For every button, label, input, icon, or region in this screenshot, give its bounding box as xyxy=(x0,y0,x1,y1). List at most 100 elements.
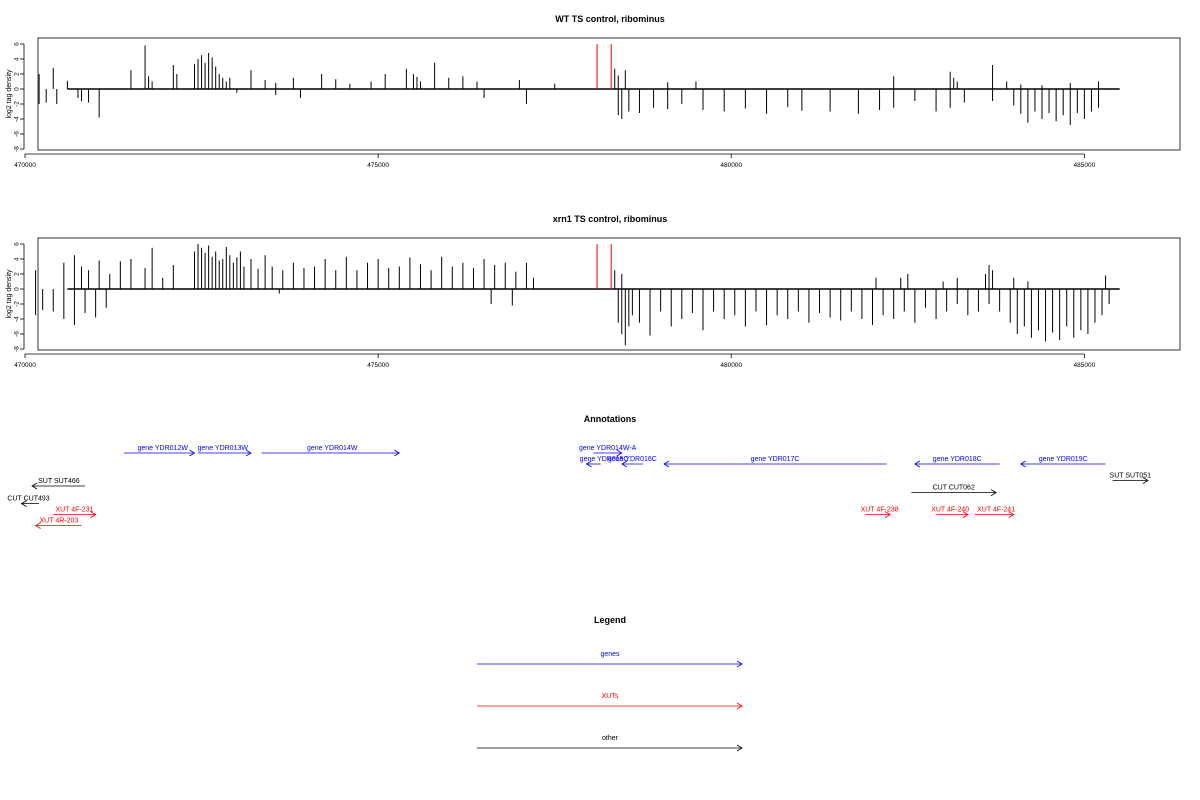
feature-label: SUT SUT466 xyxy=(38,478,80,485)
y-tick-label: -4 xyxy=(14,116,21,122)
xrn1-x-axis: 470000 475000 480000 485000 xyxy=(14,353,1096,369)
feature-arrow-head xyxy=(616,449,623,457)
x-tick-label: 485000 xyxy=(1074,362,1096,369)
legend-title: Legend xyxy=(594,615,626,625)
feature-gene-ydr018c: gene YDR018C xyxy=(914,456,1000,468)
x-tick-label: 480000 xyxy=(720,162,742,169)
xrn1-ylabel: log2 tag density xyxy=(6,269,13,319)
x-tick-label: 485000 xyxy=(1074,162,1096,169)
y-tick-label: 4 xyxy=(14,257,21,261)
feature-arrow-head xyxy=(884,511,891,518)
feature-arrow-head xyxy=(34,522,41,529)
feature-arrow-head xyxy=(585,460,592,468)
feature-arrow-head xyxy=(914,460,921,468)
feature-arrow-head xyxy=(394,449,401,457)
x-tick-label: 470000 xyxy=(14,362,36,369)
feature-gene-ydr017c: gene YDR017C xyxy=(663,456,887,468)
feature-label: gene YDR014W xyxy=(307,445,358,452)
y-tick-label: 4 xyxy=(14,57,21,61)
feature-label: gene YDR015C xyxy=(580,456,629,463)
xrn1-y-axis: -8 -6 -4 -2 0 2 4 6 xyxy=(14,242,25,352)
feature-label: SUT SUT051 xyxy=(1110,473,1152,480)
feature-arrow-head xyxy=(962,511,969,518)
feature-cut-cut062: CUT CUT062 xyxy=(911,485,997,496)
feature-gene-ydr016c: gene YDR016C xyxy=(608,456,657,468)
annotations-title: Annotations xyxy=(584,414,637,424)
feature-arrow-head xyxy=(90,511,97,518)
feature-xut-4f-231: XUT 4F-231 xyxy=(53,507,97,518)
feature-label: gene YDR016C xyxy=(608,456,657,463)
feature-sut-sut466: SUT SUT466 xyxy=(31,478,86,490)
feature-arrow-head xyxy=(663,460,670,468)
feature-gene-ydr015c: gene YDR015C xyxy=(580,456,629,468)
feature-gene-ydr012w: gene YDR012W xyxy=(123,445,196,457)
xrn1-plot-frame xyxy=(37,237,1181,351)
annotation-features: gene YDR012W gene YDR013W gene YDR014W gene… xyxy=(7,445,1151,529)
feature-xut-4f-240: XUT 4F-240 xyxy=(931,507,969,518)
x-tick-label: 470000 xyxy=(14,162,36,169)
xrn1-bars xyxy=(35,244,1120,346)
y-tick-label: 0 xyxy=(14,87,21,91)
feature-arrow-head xyxy=(245,449,252,457)
y-tick-label: 6 xyxy=(14,242,21,246)
legend-item-other: other xyxy=(477,735,743,752)
y-tick-label: -6 xyxy=(14,331,21,337)
legend-item-genes: genes xyxy=(477,651,743,668)
x-tick-label: 475000 xyxy=(367,362,389,369)
feature-gene-ydr013w: gene YDR013W xyxy=(198,445,252,457)
feature-arrow-head xyxy=(1020,460,1027,468)
annotations-panel: Annotations gene YDR012W gene YDR013W gene… xyxy=(7,414,1151,529)
xrn1-track-panel: xrn1 TS control, ribominus log2 tag dens… xyxy=(6,214,1181,369)
legend-label: XUTs xyxy=(602,693,619,700)
legend-label: other xyxy=(602,735,619,742)
feature-arrow-head xyxy=(31,482,38,490)
feature-gene-ydr019c: gene YDR019C xyxy=(1020,456,1106,468)
x-tick-label: 475000 xyxy=(367,162,389,169)
y-tick-label: -8 xyxy=(14,146,21,152)
feature-xut-4f-238: XUT 4F-238 xyxy=(861,507,899,518)
feature-label: gene YDR019C xyxy=(1039,456,1088,463)
legend-arrow-head xyxy=(736,744,743,752)
feature-label: XUT 4F-231 xyxy=(55,507,93,514)
feature-arrow-head xyxy=(20,500,27,507)
y-tick-label: 2 xyxy=(14,272,21,276)
feature-label: gene YDR017C xyxy=(751,456,800,463)
wt-ylabel: log2 tag density xyxy=(6,69,13,119)
feature-xut-4f-241: XUT 4F-241 xyxy=(974,507,1015,518)
feature-cut-cut493: CUT CUT493 xyxy=(7,496,50,507)
feature-arrow-head xyxy=(990,489,997,496)
wt-track-title: WT TS control, ribominus xyxy=(555,14,665,24)
feature-arrow-head xyxy=(1142,477,1149,484)
wt-y-axis: -8 -6 -4 -2 0 2 4 6 xyxy=(14,42,25,152)
y-tick-label: -2 xyxy=(14,101,21,107)
feature-arrow-head xyxy=(1008,511,1015,518)
wt-plot-frame xyxy=(37,37,1181,151)
feature-label: gene YDR018C xyxy=(933,456,982,463)
y-tick-label: -4 xyxy=(14,316,21,322)
feature-label: XUT 4F-238 xyxy=(861,507,899,514)
feature-sut-sut051: SUT SUT051 xyxy=(1110,473,1152,484)
feature-label: CUT CUT493 xyxy=(7,496,49,503)
feature-label: gene YDR013W xyxy=(198,445,249,452)
legend-label: genes xyxy=(600,651,620,658)
feature-gene-ydr014w: gene YDR014W xyxy=(261,445,401,457)
wt-bars xyxy=(38,44,1120,125)
feature-label: XUT 4R-203 xyxy=(40,518,79,525)
feature-label: gene YDR014W-A xyxy=(579,445,637,452)
feature-label: XUT 4F-240 xyxy=(931,507,969,514)
feature-arrow-head xyxy=(189,449,196,457)
xrn1-track-title: xrn1 TS control, ribominus xyxy=(553,214,668,224)
y-tick-label: 2 xyxy=(14,72,21,76)
legend-arrow-head xyxy=(736,702,743,710)
feature-xut-4r-203: XUT 4R-203 xyxy=(34,518,82,529)
y-tick-label: -8 xyxy=(14,346,21,352)
wt-x-axis: 470000 475000 480000 485000 xyxy=(14,153,1096,169)
legend-items: genes XUTs other xyxy=(477,651,743,752)
legend: Legend genes XUTs other xyxy=(477,615,743,752)
feature-label: gene YDR012W xyxy=(137,445,188,452)
feature-label: CUT CUT062 xyxy=(933,485,975,492)
feature-arrow-head xyxy=(621,460,627,468)
feature-label: XUT 4F-241 xyxy=(977,507,1015,514)
y-tick-label: 0 xyxy=(14,287,21,291)
